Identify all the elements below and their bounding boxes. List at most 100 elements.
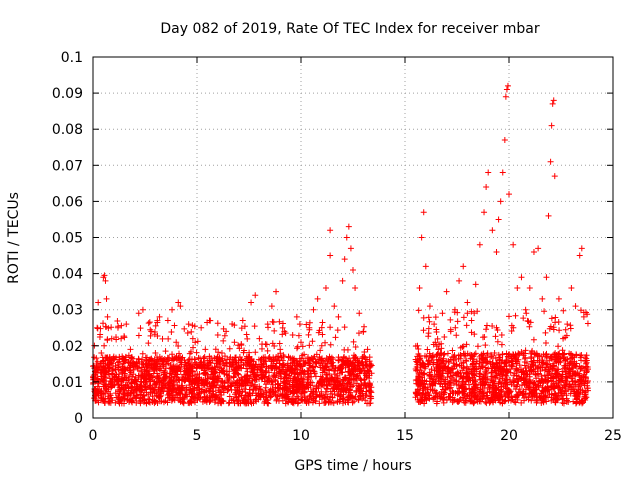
band-point [425, 330, 432, 337]
band-point [453, 332, 460, 339]
band-point [415, 307, 422, 314]
band-point [305, 331, 312, 338]
band-point [186, 389, 193, 396]
band-point [170, 388, 177, 395]
data-point [545, 212, 552, 219]
band-point [163, 361, 170, 368]
band-point [498, 341, 505, 348]
data-point [549, 100, 556, 107]
band-point [104, 336, 111, 343]
band-point [226, 393, 233, 400]
band-point [175, 343, 182, 350]
band-point [126, 372, 133, 379]
band-point [162, 381, 169, 388]
band-point [300, 379, 307, 386]
band-point [240, 349, 247, 356]
x-tick-label: 15 [396, 428, 414, 444]
band-point [483, 326, 490, 333]
band-point [295, 332, 302, 339]
band-point [185, 369, 192, 376]
band-point [266, 354, 273, 361]
data-point [185, 321, 192, 328]
band-point [339, 387, 346, 394]
band-point [330, 356, 337, 363]
data-point [314, 295, 321, 302]
band-point [139, 350, 146, 357]
band-point [304, 370, 311, 377]
band-point [584, 320, 591, 327]
band-point [225, 378, 232, 385]
band-point [334, 375, 341, 382]
band-point [269, 379, 276, 386]
band-point [474, 343, 481, 350]
band-point [188, 381, 195, 388]
band-point [118, 378, 125, 385]
band-point [352, 353, 359, 360]
band-point [304, 376, 311, 383]
data-point [123, 321, 130, 328]
data-point [95, 299, 102, 306]
band-point [316, 400, 323, 407]
band-point [450, 397, 457, 404]
band-point [362, 397, 369, 404]
band-point [221, 353, 228, 360]
data-point [460, 263, 467, 270]
band-point [263, 341, 270, 348]
band-point [239, 388, 246, 395]
band-point [284, 366, 291, 373]
band-point [249, 377, 256, 384]
band-point [335, 357, 342, 364]
band-point [153, 358, 160, 365]
band-point [279, 320, 286, 327]
band-point [353, 366, 360, 373]
data-point [343, 234, 350, 241]
band-point [191, 323, 198, 330]
band-point [301, 389, 308, 396]
band-point [262, 384, 269, 391]
band-point [159, 358, 166, 365]
band-point [350, 382, 357, 389]
data-point [522, 306, 529, 313]
x-tick-label: 10 [292, 428, 310, 444]
band-point [135, 365, 142, 372]
band-point [361, 369, 368, 376]
band-point [135, 332, 142, 339]
band-point [482, 342, 489, 349]
band-point [481, 333, 488, 340]
band-point [358, 377, 365, 384]
data-point [485, 169, 492, 176]
band-point [309, 338, 316, 345]
band-point [365, 368, 372, 375]
data-point [135, 310, 142, 317]
band-point [272, 362, 279, 369]
band-point [101, 342, 108, 349]
band-point [168, 328, 175, 335]
band-point [169, 351, 176, 358]
band-point [294, 345, 301, 352]
band-point [226, 345, 233, 352]
band-point [271, 327, 278, 334]
band-point [332, 382, 339, 389]
band-point [542, 340, 549, 347]
band-point [143, 389, 150, 396]
band-point [228, 386, 235, 393]
y-tick-label: 0.04 [52, 267, 83, 283]
band-point [142, 361, 149, 368]
band-point [238, 380, 245, 387]
band-point [183, 366, 190, 373]
band-point [309, 390, 316, 397]
data-point [327, 227, 334, 234]
band-point [176, 350, 183, 357]
band-point [361, 323, 368, 330]
band-point [264, 399, 271, 406]
band-point [212, 396, 219, 403]
band-point [367, 395, 374, 402]
band-point [265, 355, 272, 362]
band-point [366, 354, 373, 361]
band-point [460, 314, 467, 321]
band-point [362, 358, 369, 365]
band-point [363, 362, 370, 369]
band-point [294, 400, 301, 407]
band-point [356, 383, 363, 390]
